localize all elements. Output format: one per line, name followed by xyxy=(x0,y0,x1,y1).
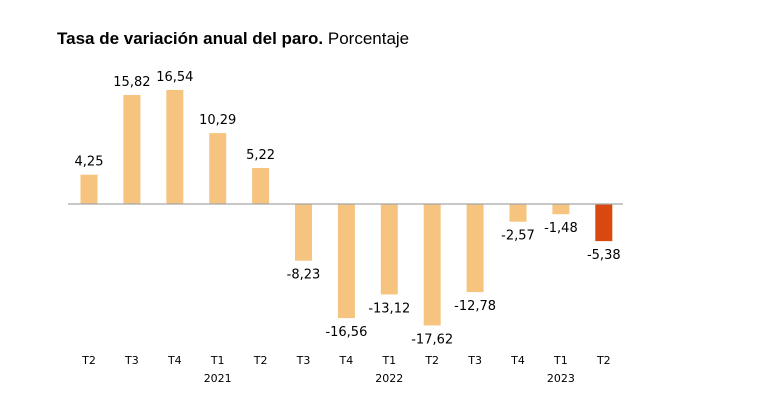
bar-9 xyxy=(466,204,484,293)
bar-12 xyxy=(595,204,613,242)
data-label-11: -1,48 xyxy=(544,221,578,236)
bar-10 xyxy=(509,204,527,222)
x-year-label-2023: 2023 xyxy=(547,372,575,385)
x-tick-label-3: T1 xyxy=(210,354,225,367)
data-label-10: -2,57 xyxy=(501,229,535,244)
data-label-2: 16,54 xyxy=(156,70,193,85)
bar-7 xyxy=(380,204,398,295)
x-tick-label-0: T2 xyxy=(81,354,96,367)
chart-title: Tasa de variación anual del paro. Porcen… xyxy=(57,29,409,49)
data-label-4: 5,22 xyxy=(246,148,275,163)
x-tick-label-5: T3 xyxy=(296,354,311,367)
x-tick-label-11: T1 xyxy=(553,354,568,367)
x-tick-label-12: T2 xyxy=(596,354,611,367)
data-label-6: -16,56 xyxy=(325,325,367,340)
bar-8 xyxy=(423,204,441,326)
x-tick-label-4: T2 xyxy=(253,354,268,367)
data-label-5: -8,23 xyxy=(287,268,321,283)
chart-title-main: Tasa de variación anual del paro. xyxy=(57,29,324,48)
x-tick-label-6: T4 xyxy=(339,354,354,367)
bar-0 xyxy=(80,174,98,204)
chart-subtitle: Porcentaje xyxy=(327,29,410,48)
x-tick-label-7: T1 xyxy=(381,354,396,367)
data-label-0: 4,25 xyxy=(75,155,104,170)
bar-3 xyxy=(209,133,227,204)
data-label-8: -17,62 xyxy=(411,332,453,347)
x-tick-label-1: T3 xyxy=(124,354,139,367)
x-tick-label-10: T4 xyxy=(510,354,525,367)
x-tick-label-9: T3 xyxy=(467,354,482,367)
data-label-7: -13,12 xyxy=(368,301,410,316)
x-tick-label-2: T4 xyxy=(167,354,182,367)
x-year-label-2022: 2022 xyxy=(375,372,403,385)
bar-5 xyxy=(295,204,312,261)
data-label-12: -5,38 xyxy=(587,248,621,263)
bar-4 xyxy=(252,168,270,204)
data-label-3: 10,29 xyxy=(199,113,236,128)
bar-6 xyxy=(337,204,355,319)
x-year-label-2021: 2021 xyxy=(204,372,232,385)
data-label-9: -12,78 xyxy=(454,299,496,314)
data-label-1: 15,82 xyxy=(113,75,150,90)
x-tick-label-8: T2 xyxy=(424,354,439,367)
bar-2 xyxy=(166,90,184,204)
bar-1 xyxy=(123,95,141,204)
bar-11 xyxy=(552,204,570,215)
